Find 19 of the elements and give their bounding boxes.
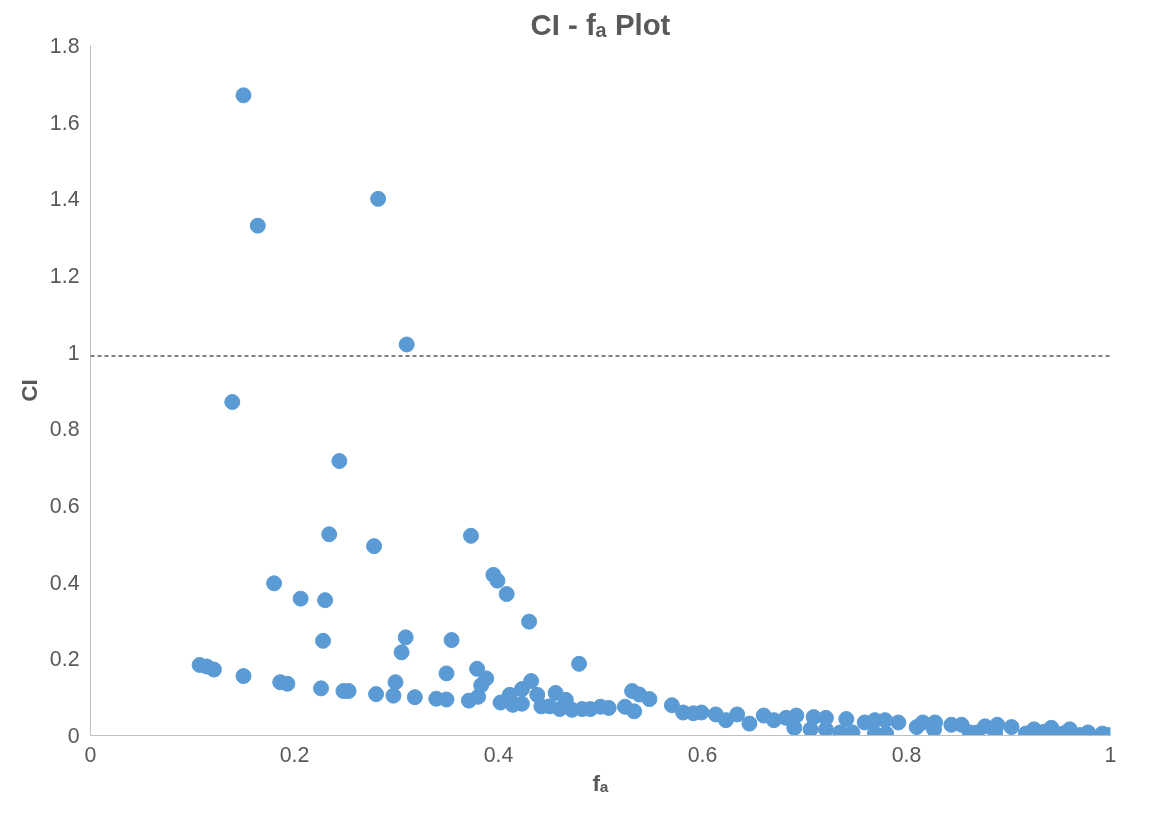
x-axis-title: fₐ (592, 769, 609, 796)
y-tick-label: 1.2 (49, 264, 80, 288)
x-tick-label: 1 (1104, 742, 1117, 767)
y-tick-label: 1.8 (49, 34, 80, 58)
y-tick-label: 0 (67, 724, 80, 748)
y-tick-label: 1.4 (49, 187, 80, 212)
y-tick-label: 0.6 (49, 494, 80, 518)
x-tick-label: 0.8 (891, 742, 922, 767)
x-tick-label: 0 (84, 742, 97, 767)
y-axis-title: CI (15, 379, 42, 402)
chart-title: CI - fₐ Plot (530, 7, 671, 41)
y-tick-label: 1.6 (49, 110, 80, 135)
y-tick-label: 0.2 (49, 647, 80, 672)
y-tick-label: 1 (67, 340, 80, 365)
y-tick-label: 0.8 (49, 417, 80, 442)
x-tick-label: 0.2 (279, 742, 310, 767)
y-tick-label: 0.4 (49, 570, 80, 595)
x-tick-label: 0.4 (483, 742, 514, 767)
x-tick-label: 0.6 (687, 742, 718, 767)
